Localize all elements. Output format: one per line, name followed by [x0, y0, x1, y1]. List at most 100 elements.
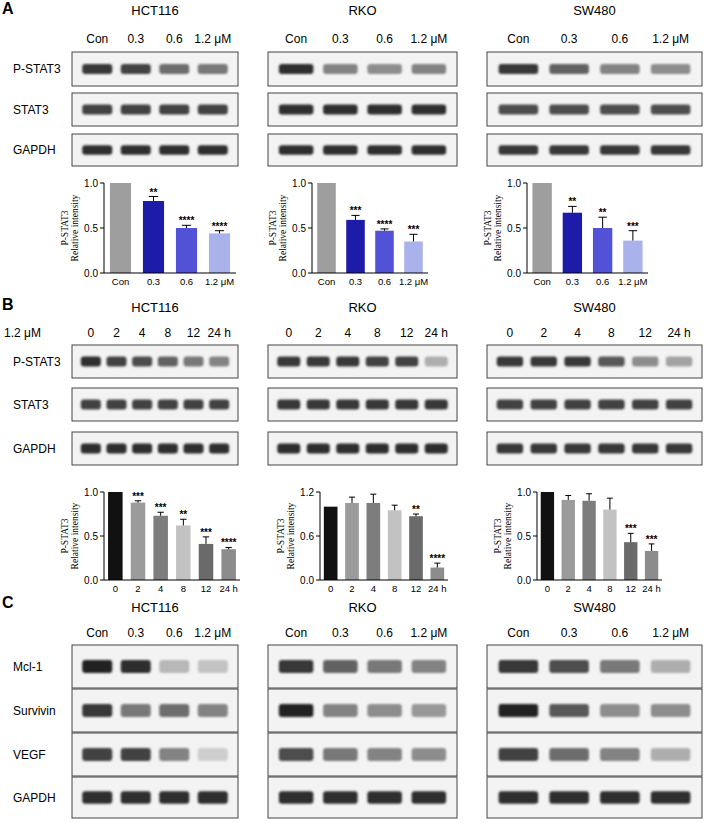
blot-band	[132, 444, 152, 454]
x-axis	[320, 580, 448, 581]
bar	[562, 500, 575, 580]
blot-band	[81, 357, 101, 367]
blot-frame	[72, 777, 238, 818]
blot-band	[598, 357, 624, 367]
blot-band	[336, 444, 359, 454]
blot-band	[279, 105, 314, 115]
blot-band	[425, 400, 448, 410]
x-tick-label: 0.6	[596, 276, 609, 287]
blot-band	[598, 444, 624, 454]
blot-band	[159, 105, 189, 115]
bar	[409, 516, 423, 580]
blot-band	[82, 64, 112, 74]
error-bar	[392, 505, 398, 510]
x-tick-label: Con	[318, 276, 335, 287]
blot-frame	[487, 388, 702, 421]
blot-band	[121, 105, 151, 115]
blot-band	[121, 145, 151, 155]
blot-band	[600, 64, 640, 74]
significance: ***	[408, 224, 420, 235]
lane-label: 0.3	[332, 626, 349, 640]
x-tick-label: 4	[371, 583, 376, 594]
y-axis-label: P-STAT3	[276, 518, 286, 553]
blot-band	[323, 145, 358, 155]
x-tick-label: 2	[135, 583, 140, 594]
y-tick-label: 1.0	[292, 178, 306, 189]
blot-frame	[268, 645, 457, 688]
y-tick	[316, 536, 320, 537]
x-tick-label: 0	[113, 583, 118, 594]
lane-label: 2	[540, 326, 547, 340]
y-tick-label: 0.5	[84, 223, 98, 234]
bar	[375, 231, 394, 273]
error-stem	[373, 494, 374, 503]
lane-label: 2	[113, 326, 120, 340]
y-tick-label: 0.0	[292, 268, 306, 279]
cell-line-label: HCT116	[131, 600, 178, 615]
lane-label: 4	[574, 326, 581, 340]
x-tick-label: Con	[112, 276, 129, 287]
blot-band	[412, 704, 447, 717]
bar	[388, 510, 402, 580]
x-tick-label: Con	[533, 276, 550, 287]
y-axis-label: P-STAT3	[493, 518, 503, 553]
blot-band	[564, 357, 590, 367]
blot-frame	[487, 134, 702, 166]
blot-frame	[268, 432, 457, 465]
x-tick-label: 12	[411, 583, 422, 594]
blot-band	[307, 444, 330, 454]
y-tick	[523, 273, 527, 274]
error-stem	[589, 494, 590, 501]
lane-label: 4	[344, 326, 351, 340]
blot-band	[367, 64, 402, 74]
blot-frame	[487, 345, 702, 378]
x-axis	[104, 273, 236, 274]
lane-label: Con	[507, 32, 529, 46]
blot-frame	[72, 52, 238, 86]
y-tick	[100, 580, 104, 581]
x-tick-label: 1.2 μM	[399, 276, 428, 287]
lane-label: 4	[139, 326, 146, 340]
significance: ***	[350, 205, 362, 216]
x-tick-label: 0.6	[378, 276, 391, 287]
x-axis	[537, 580, 662, 581]
blot-band	[412, 660, 447, 673]
error-bar	[370, 494, 376, 503]
blot-band	[499, 748, 539, 761]
blot-band	[183, 357, 203, 367]
blot-band	[198, 660, 228, 673]
bar	[404, 242, 423, 274]
blot-band	[367, 704, 402, 717]
bar	[221, 549, 236, 580]
y-axis-label: Relative intensity	[503, 502, 513, 569]
error-stem	[568, 496, 569, 500]
bar	[582, 501, 595, 580]
cell-line-label: RKO	[348, 3, 376, 18]
blot-band	[367, 748, 402, 761]
x-tick-label: 12	[625, 583, 636, 594]
blot-band	[158, 357, 178, 367]
bar	[131, 503, 146, 580]
x-tick-label: 24 h	[219, 583, 238, 594]
bar	[153, 516, 168, 580]
blot-band	[367, 145, 402, 155]
blot-band	[425, 444, 448, 454]
x-tick-label: 0	[545, 583, 550, 594]
y-tick-label: 0.0	[84, 575, 98, 586]
error-cap	[349, 497, 355, 498]
y-axis-label: P-STAT3	[268, 210, 278, 245]
blot-frame	[268, 134, 457, 166]
bar	[110, 183, 131, 273]
y-tick	[533, 580, 537, 581]
blot-panel: AHCT116Con0.30.61.2 μMP-STAT3STAT3GAPDHR…	[2, 0, 702, 166]
lane-label: 1.2 μM	[652, 32, 689, 46]
lane-label: Con	[285, 626, 307, 640]
error-stem	[206, 537, 207, 544]
cell-line-label: SW480	[573, 600, 616, 615]
blot-band	[412, 105, 447, 115]
blot-band	[198, 64, 228, 74]
blot-frame	[487, 733, 702, 776]
bar	[345, 503, 359, 580]
blot-band	[499, 145, 539, 155]
error-bar	[607, 498, 613, 509]
